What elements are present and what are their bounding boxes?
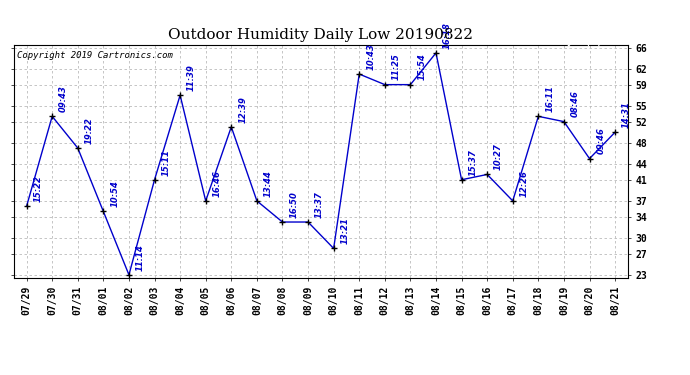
Text: 10:43: 10:43 xyxy=(366,43,375,70)
Text: 13:21: 13:21 xyxy=(341,217,350,244)
Text: 10:54: 10:54 xyxy=(110,180,119,207)
Text: 10:27: 10:27 xyxy=(494,143,503,170)
Text: Humidity  (%): Humidity (%) xyxy=(526,36,602,46)
Text: 15:11: 15:11 xyxy=(161,149,170,176)
Title: Outdoor Humidity Daily Low 20190822: Outdoor Humidity Daily Low 20190822 xyxy=(168,28,473,42)
Text: 08:46: 08:46 xyxy=(571,91,580,117)
Text: 11:25: 11:25 xyxy=(392,54,401,81)
Text: 16:11: 16:11 xyxy=(545,85,554,112)
Text: 09:46: 09:46 xyxy=(596,128,605,154)
Text: 16:18: 16:18 xyxy=(443,22,452,49)
Text: 16:50: 16:50 xyxy=(289,191,298,218)
Text: 19:22: 19:22 xyxy=(85,117,94,144)
Text: 12:39: 12:39 xyxy=(238,96,247,123)
Text: 13:37: 13:37 xyxy=(315,191,324,218)
Text: 12:26: 12:26 xyxy=(520,170,529,197)
Text: 15:22: 15:22 xyxy=(34,175,43,202)
Text: 09:43: 09:43 xyxy=(59,85,68,112)
Text: 15:37: 15:37 xyxy=(469,149,477,176)
Text: 13:44: 13:44 xyxy=(264,170,273,197)
Text: 11:14: 11:14 xyxy=(136,244,145,271)
Text: Copyright 2019 Cartronics.com: Copyright 2019 Cartronics.com xyxy=(17,51,173,60)
Text: 14:31: 14:31 xyxy=(622,101,631,128)
Text: 16:46: 16:46 xyxy=(213,170,221,197)
Text: 15:54: 15:54 xyxy=(417,54,426,81)
Text: 11:39: 11:39 xyxy=(187,64,196,91)
